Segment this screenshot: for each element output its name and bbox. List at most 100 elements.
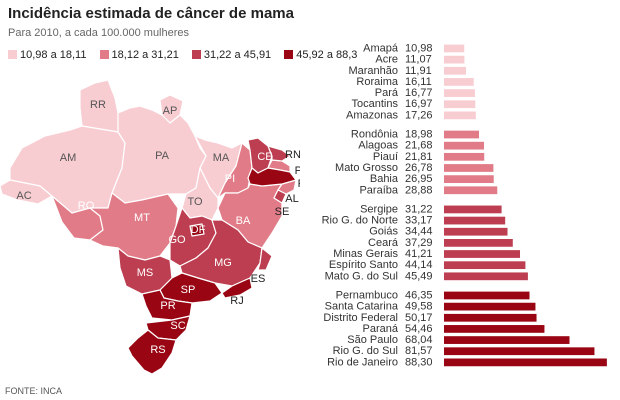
legend-item-class-3: 31,22 a 45,91 [191,49,271,61]
map-labels: RR AP AM PA AC MA TO RO PI MT BA AL PB CE RN SE GO MS MG ES… [16,99,300,356]
data-label: 10,98 [405,42,433,54]
category-label: Alagoas [358,140,398,152]
legend-label-class-2: 18,12 a 31,21 [111,49,179,61]
state-se [273,189,287,204]
bar [444,100,476,109]
category-label: Santa Catarina [325,301,399,313]
data-label: 18,98 [405,129,433,141]
data-label: 49,58 [405,301,433,313]
bar-chart: Amapá 10,98 Acre 11,07 Maranhão 11,91 Roraima 1… [322,42,607,368]
data-label: 41,21 [405,248,433,260]
bar [444,205,502,214]
data-label: 16,77 [405,87,433,99]
bar [444,302,536,311]
bar [444,111,476,120]
category-label: Paraíba [359,184,398,196]
data-label: 46,35 [405,289,433,301]
state-df [189,223,205,237]
category-label: Rio de Janeiro [327,356,398,368]
data-label: 54,46 [405,323,433,335]
data-label: 21,68 [405,140,433,152]
bar [444,89,475,97]
chart-title: Incidência estimada de câncer de mama [8,5,294,22]
bar [444,152,485,161]
data-label: 11,91 [405,65,432,77]
state-label-rn: RN [285,149,300,161]
state-rj [221,277,253,299]
bar [444,164,494,172]
legend: 10,98 a 18,11 18,12 a 31,21 31,22 a 45,9… [8,49,367,65]
bar [444,291,530,300]
bar [444,186,498,195]
data-label: 21,81 [405,151,433,163]
state-mg [179,219,263,287]
category-label: Espírito Santo [329,259,398,271]
bars: Amapá 10,98 Acre 11,07 Maranhão 11,91 Roraima 1… [322,42,607,368]
bar [444,250,521,258]
state-label-sp: SP [181,284,196,296]
bar [444,336,570,344]
state-label-rs: RS [150,344,165,356]
source-note: FONTE: INCA [5,386,63,396]
data-label: 26,78 [405,162,433,174]
legend-swatch-class-2 [99,50,109,59]
legend-item-class-4: 45,92 a 88,3 [284,49,357,61]
state-ac [0,179,53,205]
category-label: Rio G. do Norte [322,215,398,227]
bar [444,347,595,356]
bar [444,141,484,150]
bar [444,130,480,139]
data-label: 17,26 [405,109,433,121]
category-label: São Paulo [347,334,398,346]
category-label: Maranhão [348,65,398,77]
legend-item-class-2: 18,12 a 31,21 [99,49,179,61]
state-rn [267,145,291,162]
bar [444,358,607,367]
data-label: 37,29 [405,237,433,249]
data-label: 88,30 [405,356,433,368]
bar [444,216,506,225]
state-label-am: AM [60,152,77,164]
state-label-pr: PR [160,300,175,312]
state-label-go: GO [168,234,186,246]
category-label: Minas Gerais [333,248,398,260]
category-label: Distrito Federal [323,312,398,324]
chart-subtitle: Para 2010, a cada 100.000 mulheres [8,27,190,39]
bar [444,261,526,270]
state-label-df: DF [191,224,206,236]
data-label: 68,04 [405,334,433,346]
category-label: Rio G. do Sul [333,345,398,357]
state-label-pb: PB [295,165,300,177]
category-label: Rondônia [351,129,399,141]
data-label: 11,07 [405,54,432,66]
legend-item-class-1: 10,98 a 18,11 [8,49,86,61]
bar [444,325,545,333]
category-label: Mato G. do Sul [325,270,398,282]
state-label-rr: RR [90,99,106,111]
state-label-pi: PI [225,173,235,185]
bar [444,44,465,53]
state-label-ba: BA [236,215,251,227]
category-label: Tocantins [352,98,399,110]
state-label-rj: RJ [230,295,243,307]
state-label-sc: SC [170,320,185,332]
legend-swatch-class-4 [284,50,294,59]
bar [444,78,474,86]
data-label: 81,57 [405,345,433,357]
category-label: Paraná [363,323,399,335]
brazil-map: RR AP AM PA AC MA TO RO PI MT BA AL PB CE RN SE GO MS MG ES… [0,79,300,375]
bar [444,227,508,236]
data-label: 16,97 [405,98,433,110]
bar [444,55,465,64]
data-label: 34,44 [405,226,433,238]
data-label: 44,14 [405,259,433,271]
state-label-ap: AP [163,105,178,117]
category-label: Mato Grosso [335,162,398,174]
category-label: Piauí [373,151,398,163]
category-label: Sergipe [360,203,398,215]
data-label: 33,17 [405,215,433,227]
category-label: Pernambuco [336,289,398,301]
category-label: Amapá [363,42,399,54]
state-label-se: SE [275,206,290,218]
category-label: Ceará [368,237,399,249]
